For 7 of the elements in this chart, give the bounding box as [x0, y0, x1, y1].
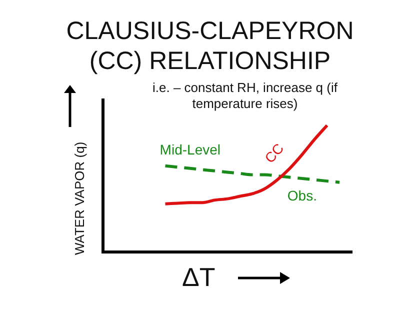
text: CC: [261, 140, 287, 166]
annotation: Obs.: [287, 188, 317, 204]
chart-title: CLAUSIUS-CLAPEYRON (CC) RELATIONSHIP: [65, 16, 355, 76]
y-axis-title: WATER VAPOR (q): [72, 142, 87, 255]
x-axis-title: ΔT: [182, 262, 216, 293]
series-label: Mid-Level: [160, 141, 220, 158]
chart-subtitle: i.e. – constant RH, increase q (if temperature rises): [152, 80, 338, 112]
